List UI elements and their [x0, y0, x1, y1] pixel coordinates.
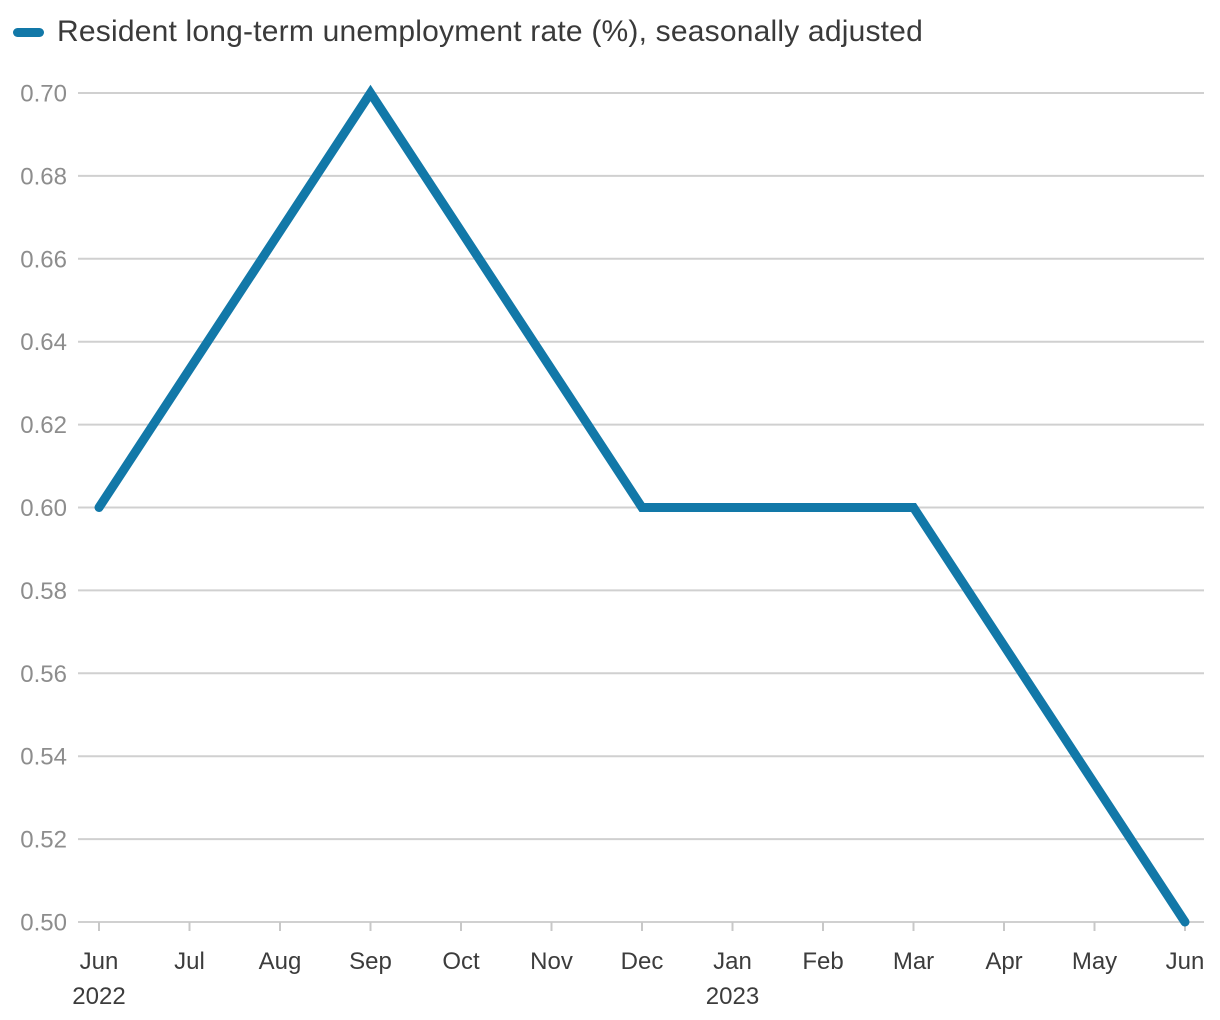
x-tick-label: Jun — [80, 948, 119, 975]
x-tick-label: Sep — [349, 948, 392, 975]
legend-line-marker-icon — [13, 27, 44, 37]
y-tick-label: 0.70 — [20, 81, 67, 108]
x-tick-label: Jun — [1166, 948, 1205, 975]
y-tick-label: 0.52 — [20, 827, 67, 854]
x-tick-label: Jan — [713, 948, 752, 975]
x-tick-label: Nov — [530, 948, 573, 975]
y-tick-label: 0.56 — [20, 661, 67, 688]
x-tick-label: Aug — [259, 948, 302, 975]
x-tick-label: Dec — [621, 948, 664, 975]
x-year-label: 2023 — [706, 983, 759, 1010]
y-tick-label: 0.68 — [20, 163, 67, 190]
y-tick-label: 0.62 — [20, 412, 67, 439]
x-tick-label: Oct — [442, 948, 480, 975]
y-tick-label: 0.58 — [20, 578, 67, 605]
x-tick-label: Jul — [174, 948, 205, 975]
x-tick-label: Mar — [893, 948, 934, 975]
y-tick-label: 0.60 — [20, 495, 67, 522]
y-tick-label: 0.64 — [20, 329, 67, 356]
legend-series-label: Resident long-term unemployment rate (%)… — [57, 15, 923, 48]
series-line — [94, 84, 1190, 927]
x-tick-label: May — [1072, 948, 1117, 975]
y-tick-label: 0.50 — [20, 910, 67, 937]
y-tick-label: 0.54 — [20, 744, 67, 771]
x-tick-label: Apr — [985, 948, 1022, 975]
chart-legend: Resident long-term unemployment rate (%)… — [13, 12, 923, 52]
x-tick-label: Feb — [802, 948, 843, 975]
y-tick-label: 0.66 — [20, 246, 67, 273]
x-year-label: 2022 — [72, 983, 125, 1010]
